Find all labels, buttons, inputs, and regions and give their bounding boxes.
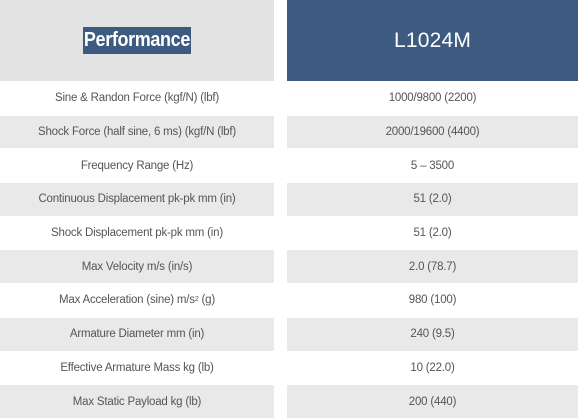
row-label: Max Velocity m/s (in/s) [0,249,274,284]
value-column: L1024M 1000/9800 (2200) 2000/19600 (4400… [287,0,578,418]
row-label: Frequency Range (Hz) [0,148,274,183]
row-label: Max Acceleration (sine) m/s 2 (g) [0,283,274,317]
row-value: 240 (9.5) [287,316,578,351]
row-label-text: Max Acceleration (sine) m/s [59,294,195,307]
row-value: 51 (2.0) [287,182,578,216]
row-label: Max Static Payload kg (lb) [0,384,274,418]
performance-header-cell: Performance [0,0,274,81]
model-header-cell: L1024M [287,0,578,81]
row-label: Continuous Displacement pk-pk mm (in) [0,182,274,216]
label-column: Performance Sine & Randon Force (kgf/N) … [0,0,274,418]
row-value: 200 (440) [287,384,578,418]
row-value: 10 (22.0) [287,350,578,385]
row-label: Effective Armature Mass kg (lb) [0,350,274,385]
row-value: 980 (100) [287,283,578,317]
row-value: 51 (2.0) [287,215,578,250]
row-value: 2.0 (78.7) [287,249,578,284]
model-header-label: L1024M [393,28,472,52]
row-label-unit: (g) [198,294,216,307]
row-label: Shock Force (half sine, 6 ms) (kgf/N (lb… [0,114,274,149]
row-label: Armature Diameter mm (in) [0,316,274,351]
row-label: Sine & Randon Force (kgf/N) (lbf) [0,81,274,115]
row-value: 1000/9800 (2200) [287,81,578,115]
performance-header-label: Performance [83,27,191,54]
row-value: 5 – 3500 [287,148,578,183]
row-label: Shock Displacement pk-pk mm (in) [0,215,274,250]
row-value: 2000/19600 (4400) [287,114,578,149]
